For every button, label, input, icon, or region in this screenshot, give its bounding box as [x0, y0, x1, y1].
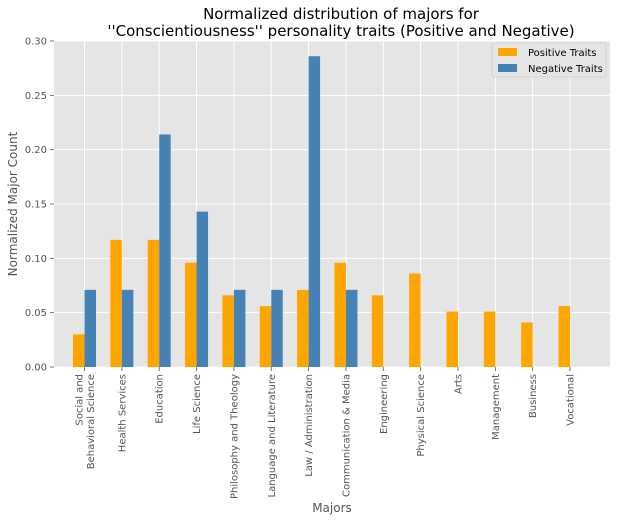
x-tick-label: Business: [528, 374, 539, 418]
legend-swatch-negative: [498, 64, 517, 72]
x-axis-label: Majors: [312, 501, 352, 515]
positive-bar: [446, 311, 458, 367]
positive-bar: [409, 273, 421, 367]
y-tick-label: 0.20: [25, 145, 47, 156]
legend-label-negative: Negative Traits: [528, 64, 603, 75]
negative-bar: [121, 289, 134, 367]
chart-title-line-1: Normalized distribution of majors for: [203, 5, 480, 23]
x-tick-label: Language and Literature: [267, 374, 278, 498]
y-tick-label: 0.15: [25, 200, 47, 211]
bars: [73, 56, 571, 368]
legend-box: [491, 42, 607, 78]
y-tick-label: 0.30: [25, 37, 47, 48]
x-tick-label: Social andBehavioral Science: [74, 374, 97, 469]
negative-bar: [308, 56, 321, 368]
x-tick-label: Vocational: [566, 374, 577, 426]
x-tick-label: Physical Science: [416, 374, 427, 457]
positive-bar: [558, 306, 571, 367]
x-tick-label: Communication & Media: [341, 374, 352, 497]
y-tick-label: 0.10: [25, 254, 47, 265]
positive-bar: [483, 311, 496, 367]
negative-bar: [271, 289, 283, 367]
x-tick-label: Engineering: [379, 374, 390, 434]
y-tick-label: 0.05: [25, 308, 47, 319]
y-gridlines: [54, 40, 610, 368]
x-tick-label: Education: [155, 374, 166, 424]
legend-label-positive: Positive Traits: [528, 48, 597, 59]
y-tick-label: 0.00: [25, 363, 47, 374]
positive-bar: [185, 262, 197, 367]
positive-bar: [147, 239, 160, 367]
y-axis-label: Normalized Major Count: [6, 131, 20, 276]
y-axis-ticks: 0.00 0.05 0.10 0.15 0.20 0.25 0.30: [25, 37, 54, 374]
x-tick-label: Philosophy and Theology: [229, 374, 240, 499]
x-tick-label: Health Services: [117, 374, 128, 452]
y-tick-label: 0.25: [25, 91, 47, 102]
positive-bar: [334, 262, 346, 367]
negative-bar: [233, 289, 246, 367]
positive-bar: [297, 289, 309, 367]
legend-swatch-positive: [498, 48, 517, 56]
positive-bar: [521, 322, 533, 367]
positive-bar: [73, 334, 85, 367]
positive-bar: [222, 295, 234, 367]
positive-bar: [259, 306, 272, 367]
negative-bar: [84, 289, 96, 367]
x-axis-ticks: Social andBehavioral Science Health Servi…: [74, 367, 577, 499]
negative-bar: [196, 211, 209, 367]
negative-bar: [159, 134, 171, 367]
legend: Positive Traits Negative Traits: [491, 42, 607, 78]
x-tick-label: Arts: [454, 374, 465, 394]
positive-bar: [110, 239, 122, 367]
negative-bar: [345, 289, 358, 367]
x-tick-label: Management: [491, 374, 502, 440]
x-tick-label: Life Science: [192, 374, 203, 434]
x-tick-label: Law / Administration: [304, 374, 315, 477]
chart-title-line-2: ''Conscientiousness'' personality traits…: [107, 22, 574, 40]
positive-bar: [371, 295, 384, 367]
